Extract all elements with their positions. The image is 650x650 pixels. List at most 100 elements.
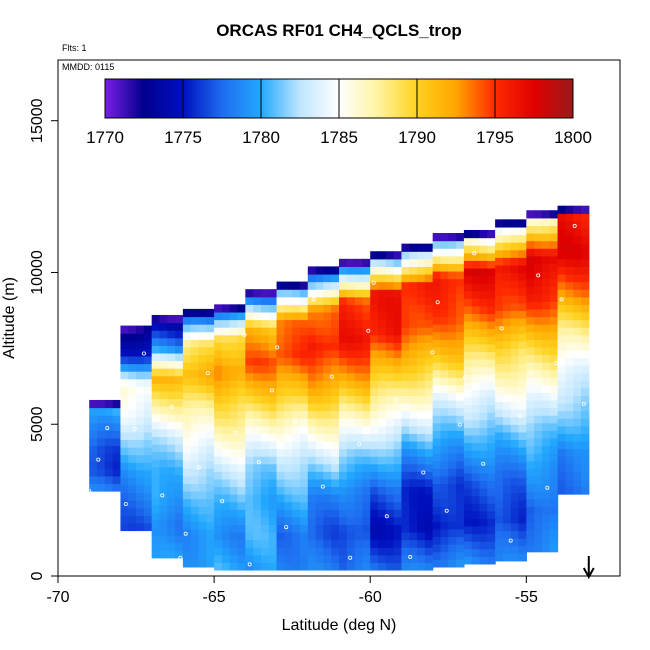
heatmap-cell: [417, 524, 426, 533]
heatmap-cell: [565, 304, 574, 313]
heatmap-cell: [549, 445, 559, 454]
heatmap-cell: [214, 463, 223, 472]
heatmap-cell: [370, 494, 379, 503]
heatmap-cell: [292, 289, 301, 298]
heatmap-cell: [479, 450, 488, 459]
heatmap-cell: [253, 395, 262, 404]
heatmap-cell: [198, 415, 207, 424]
heatmap-cell: [378, 365, 387, 374]
heatmap-cell: [276, 281, 285, 290]
heatmap-cell: [534, 240, 543, 249]
heatmap-cell: [573, 266, 582, 275]
heatmap-cell: [299, 456, 309, 465]
heatmap-cell: [401, 516, 410, 525]
heatmap-cell: [182, 415, 192, 424]
heatmap-cell: [440, 475, 449, 485]
heatmap-cell: [573, 410, 582, 419]
heatmap-cell: [167, 550, 176, 559]
heatmap-cell: [487, 518, 496, 527]
heatmap-cell: [409, 516, 418, 525]
heatmap-cell: [151, 352, 161, 362]
heatmap-cell: [565, 349, 574, 359]
heatmap-cell: [276, 531, 285, 541]
heatmap-cell: [510, 386, 520, 395]
heatmap-cell: [456, 506, 465, 515]
heatmap-cell: [526, 316, 535, 325]
heatmap-cell: [565, 471, 574, 480]
heatmap-cell: [393, 304, 403, 313]
heatmap-cell: [495, 340, 504, 349]
heatmap-cell: [245, 562, 254, 571]
heatmap-cell: [432, 407, 442, 416]
heatmap-cell: [268, 486, 278, 495]
heatmap-cell: [198, 445, 207, 454]
heatmap-cell: [518, 325, 527, 334]
heatmap-cell: [284, 296, 293, 305]
heatmap-cell: [175, 413, 184, 422]
heatmap-cell: [229, 486, 239, 495]
heatmap-cell: [534, 286, 543, 295]
heatmap-cell: [237, 448, 246, 457]
heatmap-cell: [385, 311, 395, 321]
heatmap-cell: [518, 484, 527, 494]
heatmap-cell: [245, 524, 254, 533]
heatmap-cell: [557, 205, 566, 214]
heatmap-cell: [456, 248, 465, 257]
heatmap-cell: [167, 428, 176, 437]
heatmap-cell: [323, 531, 332, 541]
heatmap-cell: [214, 311, 223, 321]
heatmap-cell: [463, 465, 473, 474]
heatmap-cell: [534, 384, 543, 393]
heatmap-cell: [229, 448, 239, 457]
heatmap-cell: [151, 345, 161, 354]
heatmap-cell: [424, 380, 434, 389]
heatmap-cell: [214, 456, 223, 465]
heatmap-cell: [206, 475, 215, 485]
heatmap-cell: [260, 334, 270, 343]
heatmap-cell: [534, 324, 543, 333]
sample-marker: [457, 422, 462, 427]
heatmap-cell: [432, 346, 442, 356]
heatmap-cell: [362, 501, 371, 510]
heatmap-cell: [432, 362, 442, 371]
heatmap-cell: [510, 454, 520, 463]
heatmap-cell: [409, 418, 418, 427]
heatmap-cell: [260, 433, 270, 442]
heatmap-cell: [557, 228, 566, 237]
heatmap-cell: [260, 562, 270, 571]
heatmap-cell: [565, 486, 574, 495]
heatmap-cell: [354, 418, 364, 427]
heatmap-cell: [175, 535, 184, 544]
heatmap-cell: [518, 287, 527, 296]
heatmap-cell: [339, 342, 348, 351]
heatmap-cell: [495, 393, 504, 403]
heatmap-cell: [541, 498, 551, 507]
heatmap-cell: [541, 346, 551, 356]
heatmap-cell: [580, 243, 590, 252]
heatmap-cell: [362, 296, 371, 305]
heatmap-cell: [557, 471, 566, 480]
heatmap-cell: [284, 380, 293, 389]
heatmap-cell: [385, 494, 395, 503]
heatmap-cell: [276, 319, 285, 328]
heatmap-cell: [502, 272, 512, 281]
heatmap-cell: [541, 475, 551, 485]
heatmap-cell: [229, 402, 239, 412]
heatmap-cell: [526, 536, 535, 545]
heatmap-cell: [143, 447, 153, 456]
heatmap-cell: [354, 289, 364, 298]
heatmap-cell: [143, 401, 153, 410]
heatmap-cell: [549, 225, 559, 234]
heatmap-cell: [385, 342, 395, 351]
heatmap-cell: [541, 210, 551, 219]
heatmap-cell: [175, 436, 184, 445]
heatmap-cell: [214, 486, 223, 495]
heatmap-cell: [409, 266, 418, 275]
sample-marker: [499, 326, 504, 331]
heatmap-cell: [182, 483, 192, 492]
heatmap-cell: [315, 319, 324, 328]
heatmap-cell: [307, 524, 317, 533]
heatmap-cell: [502, 333, 512, 342]
heatmap-cell: [479, 298, 488, 307]
heatmap-cell: [128, 409, 137, 418]
